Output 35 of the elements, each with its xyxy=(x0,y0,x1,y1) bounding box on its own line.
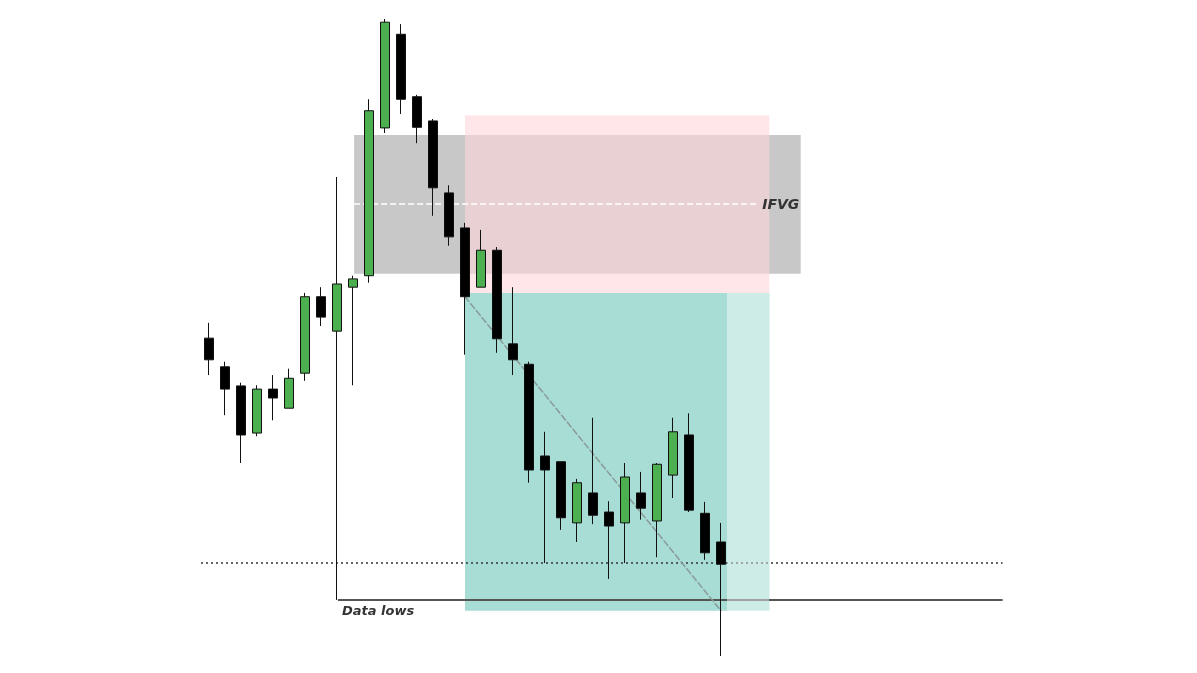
candlestick xyxy=(572,478,582,543)
candlestick xyxy=(684,412,694,513)
candlestick xyxy=(668,417,678,499)
candlestick xyxy=(236,382,246,464)
candlestick xyxy=(476,229,486,288)
candlestick xyxy=(460,222,470,356)
candlestick xyxy=(252,384,262,437)
candlestick xyxy=(524,361,534,484)
candlestick xyxy=(284,368,294,409)
candlestick xyxy=(444,184,454,247)
candlestick xyxy=(620,462,630,564)
candlestick xyxy=(316,286,326,327)
candlestick xyxy=(652,462,662,558)
ref-line-label: IFVG xyxy=(762,195,800,212)
candlestick xyxy=(412,94,422,144)
candlestick xyxy=(428,118,438,217)
candlestick xyxy=(380,18,390,134)
candlestick xyxy=(716,522,726,657)
candlestick xyxy=(364,98,374,284)
candlestick xyxy=(700,501,710,561)
candlestick xyxy=(204,322,214,376)
candlestick xyxy=(396,23,406,115)
candlestick xyxy=(300,292,310,382)
ref-line-label: Data lows xyxy=(341,602,415,618)
candlestick xyxy=(556,461,566,531)
candlestick xyxy=(268,374,278,421)
candlestick xyxy=(540,431,550,564)
candlestick xyxy=(332,176,342,601)
candlestick xyxy=(348,275,358,386)
candlestick xyxy=(492,246,502,354)
candlestick xyxy=(220,361,230,416)
candlestick xyxy=(588,417,598,525)
candlestick xyxy=(508,286,518,376)
candlestick xyxy=(636,471,646,521)
candlestick xyxy=(604,500,614,580)
